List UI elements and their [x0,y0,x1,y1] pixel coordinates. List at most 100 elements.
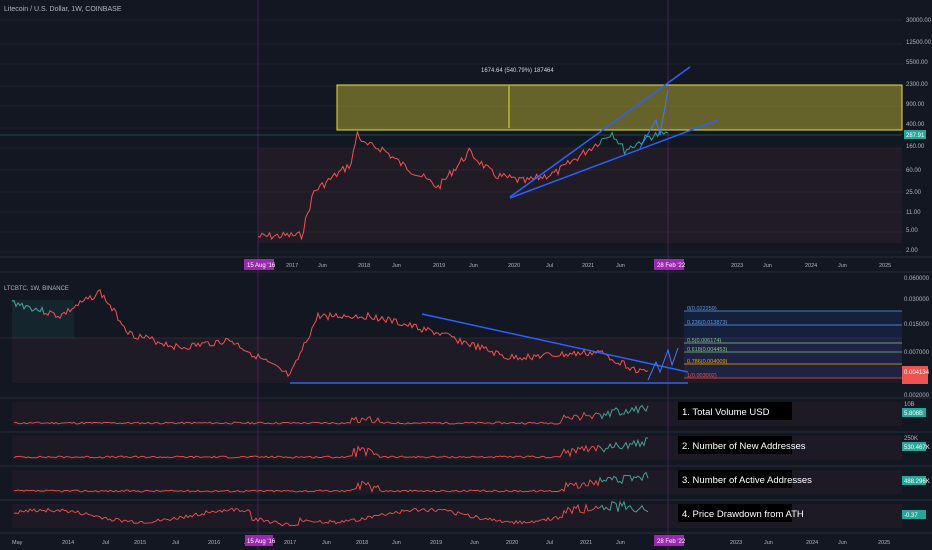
ratio-price-scale: 0.060000 0.030000 0.015000 0.007000 0.002000 [904,276,930,399]
price-badge-text: 287.91 [906,133,925,139]
fib-level-label: 0(0.022259) [687,306,717,312]
ratio-projection-path [647,347,679,381]
indicator-line-recent [599,437,649,453]
ltcusd-price-line [257,131,601,241]
price-tick-label: 160.00 [906,144,925,150]
bottom-time-label: 2024 [806,540,818,546]
fib-level-label: 0.618(0.004453) [687,347,728,353]
date-badge-left-text: 15 Aug '16 [247,263,276,269]
grid-lines [0,19,902,253]
bottom-time-axis: May 2014 Jul 2015 Jul 2016 Jul 2017 Jun 2018 Jun 20… [0,532,932,546]
ratio-chart-title: LTCBTC, 1W, BINANCE [4,286,69,292]
time-tick-label: 2025 [879,263,891,269]
main-chart-title: Litecoin / U.S. Dollar, 1W, COINBASE [4,6,122,13]
indicator-label-box [678,402,792,420]
ratio-tick-label: 0.030000 [904,297,930,303]
indicator-label-box [678,504,792,522]
time-tick-label: 2021 [582,263,594,269]
time-tick-label: 2017 [286,263,298,269]
time-tick-label: 2023 [731,263,743,269]
time-tick-label: Jun [838,263,847,269]
bottom-time-label: Jun [322,540,331,546]
indicator-line-recent [599,500,649,513]
measure-box[interactable] [336,84,903,131]
price-tick-label: 12500.00 [906,40,932,46]
time-tick-label: Jun [763,263,772,269]
indicator-label: 4. Price Drawdown from ATH [682,509,804,520]
price-badge [904,130,926,139]
ltcusd-recent-line [599,131,669,156]
time-tick-label: Jun [616,263,625,269]
ratio-shade [12,338,902,383]
bottom-time-label: 2025 [878,540,890,546]
upper-trendline[interactable] [509,66,691,198]
ratio-resistance-line[interactable] [421,313,689,373]
bottom-time-label: Jun [838,540,847,546]
price-tick-label: 60.00 [906,168,922,174]
ratio-tick-label: 0.060000 [904,276,930,282]
bottom-time-label: 2018 [356,540,368,546]
indicator-scale-label: 10B [904,402,915,408]
main-time-axis: 2017 Jun 2018 Jun 2019 Jun 2020 Jul 2021 Jun 2023 J… [286,263,891,269]
ltcbtc-green-line [11,300,45,315]
indicator-label-box [678,470,792,488]
date-badge-left [244,259,274,270]
indicator-badge-text: 530.467K [904,445,930,451]
bottom-time-label: 2014 [62,540,74,546]
price-tick-label: 11.00 [906,210,921,216]
lower-trendline[interactable] [509,119,719,199]
indicator-panes: 1. Total Volume USD 10B 5.808B 2. Number of… [0,397,932,528]
projection-path [639,89,669,149]
ltcbtc-price-line [11,289,649,378]
indicator-label: 1. Total Volume USD [682,407,770,418]
indicator-line-recent [599,404,649,420]
date-badge-right [654,259,684,270]
bottom-date-badge-right-text: 28 Feb '22 [657,539,686,545]
ratio-tick-label: 0.007000 [904,350,930,356]
bottom-time-label: Jun [764,540,773,546]
time-tick-label: Jun [469,263,478,269]
bottom-time-label: 2016 [208,540,220,546]
price-tick-label: 2.00 [906,248,918,254]
time-tick-label: Jul [546,263,553,269]
price-tick-label: 30000.00 [906,18,932,24]
indicator-scale-label: 250K [904,436,918,442]
indicator-badge [902,442,926,451]
fib-level-label: 1(0.003002) [687,373,717,379]
time-tick-label: 2020 [508,263,520,269]
indicator-line-recent [599,471,649,485]
price-tick-label: 5500.00 [906,60,928,66]
ratio-shade-top [12,300,74,338]
indicator-badge [902,408,926,417]
indicator-badge [902,510,926,519]
bottom-time-label: Jul [172,540,179,546]
bottom-time-label: 2020 [506,540,518,546]
indicator-badge-text: 488.296K [904,479,930,485]
bottom-time-label: 2021 [580,540,592,546]
fib-retracement[interactable]: 0(0.022259) 0.236(0.013873) 0.5(0.006174) 0… [684,306,902,379]
main-price-scale: 30000.00 12500.00 5500.00 2300.00 900.00 400.… [906,18,932,254]
time-tick-label: 2018 [358,263,370,269]
ratio-badge [902,366,928,384]
bottom-time-label: Jul [102,540,109,546]
price-tick-label: 900.00 [906,102,925,108]
bottom-time-label: Jun [470,540,479,546]
indicator-line [13,471,649,493]
bottom-time-label: 2019 [430,540,442,546]
price-tick-label: 5.00 [906,228,918,234]
bottom-date-badge-left-text: 15 Aug '16 [247,539,276,545]
time-tick-label: 2024 [805,263,817,269]
ratio-badge-text: 0.004134 [904,370,930,376]
time-tick-label: Jun [318,263,327,269]
bottom-time-label: Jun [616,540,625,546]
indicator-line [13,500,649,527]
bottom-time-label: Jul [546,540,553,546]
indicator-label: 3. Number of Active Addresses [682,475,812,486]
bottom-time-label: May [12,540,23,546]
ratio-tick-label: 0.002000 [904,393,930,399]
indicator-label: 2. Number of New Addresses [682,441,806,452]
price-tick-label: 25.00 [906,190,922,196]
indicator-label-box [678,436,792,454]
indicator-badge-text: 5.808B [904,411,923,417]
